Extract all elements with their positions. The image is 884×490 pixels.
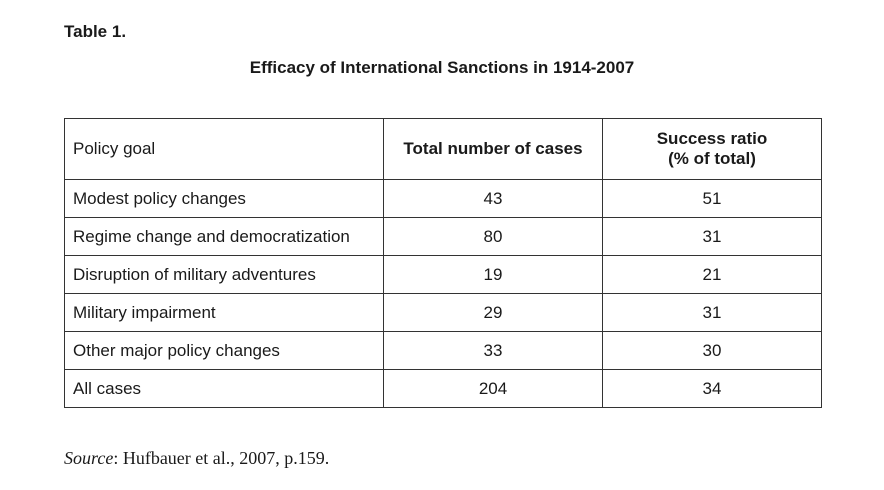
success-ratio-cell: 31	[602, 217, 822, 256]
header-success-ratio-line1: Success ratio	[656, 129, 768, 148]
header-policy-goal: Policy goal	[64, 118, 384, 180]
header-success-ratio: Success ratio (% of total)	[602, 118, 822, 180]
policy-goal-cell: Disruption of military adventures	[64, 255, 384, 294]
header-total-cases: Total number of cases	[383, 118, 603, 180]
source-label: Source	[64, 448, 114, 468]
source-citation: : Hufbauer et al., 2007, p.159.	[113, 448, 330, 468]
policy-goal-cell: Military impairment	[64, 293, 384, 332]
sanctions-table: Policy goal Total number of cases Succes…	[64, 118, 822, 408]
table-title: Efficacy of International Sanctions in 1…	[249, 58, 635, 77]
header-success-ratio-line2: (% of total)	[668, 149, 756, 168]
success-ratio-cell: 21	[602, 255, 822, 294]
total-cases-cell: 80	[383, 217, 603, 256]
success-ratio-cell: 31	[602, 293, 822, 332]
table-row: Other major policy changes 33 30	[64, 331, 822, 370]
total-cases-cell: 29	[383, 293, 603, 332]
table-row: Modest policy changes 43 51	[64, 179, 822, 218]
policy-goal-cell: Regime change and democratization	[64, 217, 384, 256]
success-ratio-cell: 30	[602, 331, 822, 370]
source-note: Source: Hufbauer et al., 2007, p.159.	[64, 448, 329, 469]
policy-goal-cell: All cases	[64, 369, 384, 408]
policy-goal-cell: Other major policy changes	[64, 331, 384, 370]
table-number: Table 1.	[64, 22, 127, 41]
table-row: Disruption of military adventures 19 21	[64, 255, 822, 294]
total-cases-cell: 43	[383, 179, 603, 218]
total-cases-cell: 19	[383, 255, 603, 294]
table-row: Military impairment 29 31	[64, 293, 822, 332]
success-ratio-cell: 51	[602, 179, 822, 218]
table-header-row: Policy goal Total number of cases Succes…	[64, 118, 822, 180]
table-row: Regime change and democratization 80 31	[64, 217, 822, 256]
table-row-total: All cases 204 34	[64, 369, 822, 408]
total-cases-cell: 204	[383, 369, 603, 408]
total-cases-cell: 33	[383, 331, 603, 370]
policy-goal-cell: Modest policy changes	[64, 179, 384, 218]
success-ratio-cell: 34	[602, 369, 822, 408]
